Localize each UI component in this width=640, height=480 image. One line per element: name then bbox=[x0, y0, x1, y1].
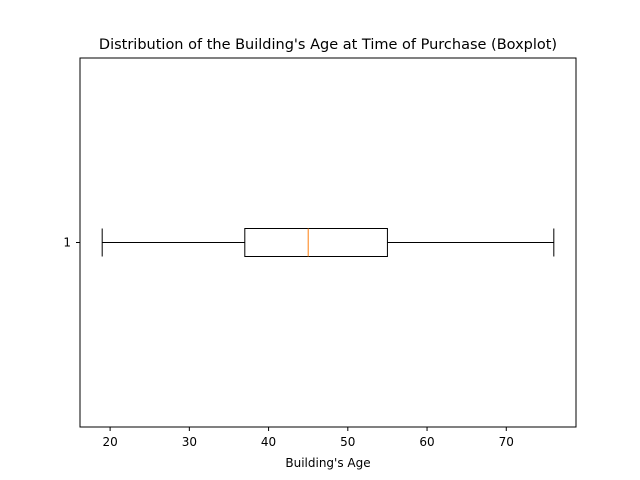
x-tick-label: 70 bbox=[499, 435, 514, 449]
chart-title: Distribution of the Building's Age at Ti… bbox=[99, 37, 557, 53]
x-tick-label: 40 bbox=[261, 435, 276, 449]
x-tick-label: 60 bbox=[419, 435, 434, 449]
x-tick-label: 30 bbox=[182, 435, 197, 449]
iqr-box bbox=[244, 228, 388, 257]
plot-area bbox=[101, 228, 555, 257]
y-tick-label: 1 bbox=[63, 236, 71, 250]
x-tick-label: 50 bbox=[340, 435, 355, 449]
x-axis-label: Building's Age bbox=[285, 456, 370, 470]
x-tick-label: 20 bbox=[102, 435, 117, 449]
y-axis-ticks: 1 bbox=[63, 236, 80, 250]
x-axis-ticks: 20 30 40 50 60 70 bbox=[102, 427, 514, 449]
